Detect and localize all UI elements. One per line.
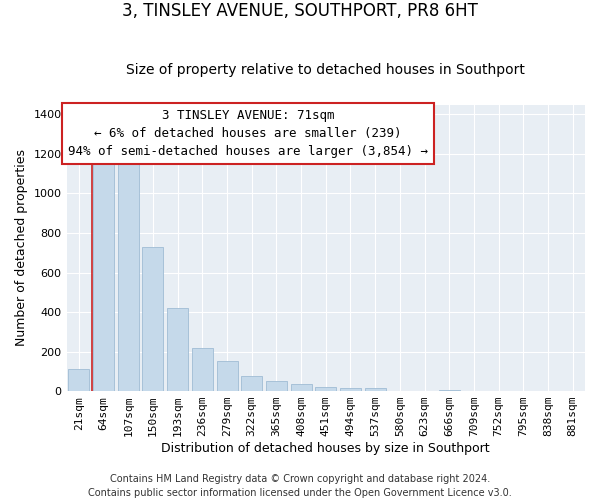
Text: 3, TINSLEY AVENUE, SOUTHPORT, PR8 6HT: 3, TINSLEY AVENUE, SOUTHPORT, PR8 6HT [122,2,478,21]
X-axis label: Distribution of detached houses by size in Southport: Distribution of detached houses by size … [161,442,490,455]
Bar [118,162,139,391]
Title: Size of property relative to detached houses in Southport: Size of property relative to detached ho… [127,63,525,77]
Bar [290,384,311,391]
Bar [167,308,188,391]
Bar [217,362,238,391]
Y-axis label: Number of detached properties: Number of detached properties [15,150,28,346]
Bar [93,160,114,391]
Text: Contains HM Land Registry data © Crown copyright and database right 2024.
Contai: Contains HM Land Registry data © Crown c… [88,474,512,498]
Bar [192,348,213,391]
Bar [142,247,163,391]
Bar [266,381,287,391]
Bar [439,390,460,391]
Bar [365,388,386,391]
Bar [68,370,89,391]
Bar [241,376,262,391]
Bar [315,387,336,391]
Text: 3 TINSLEY AVENUE: 71sqm
← 6% of detached houses are smaller (239)
94% of semi-de: 3 TINSLEY AVENUE: 71sqm ← 6% of detached… [68,109,428,158]
Bar [340,388,361,391]
